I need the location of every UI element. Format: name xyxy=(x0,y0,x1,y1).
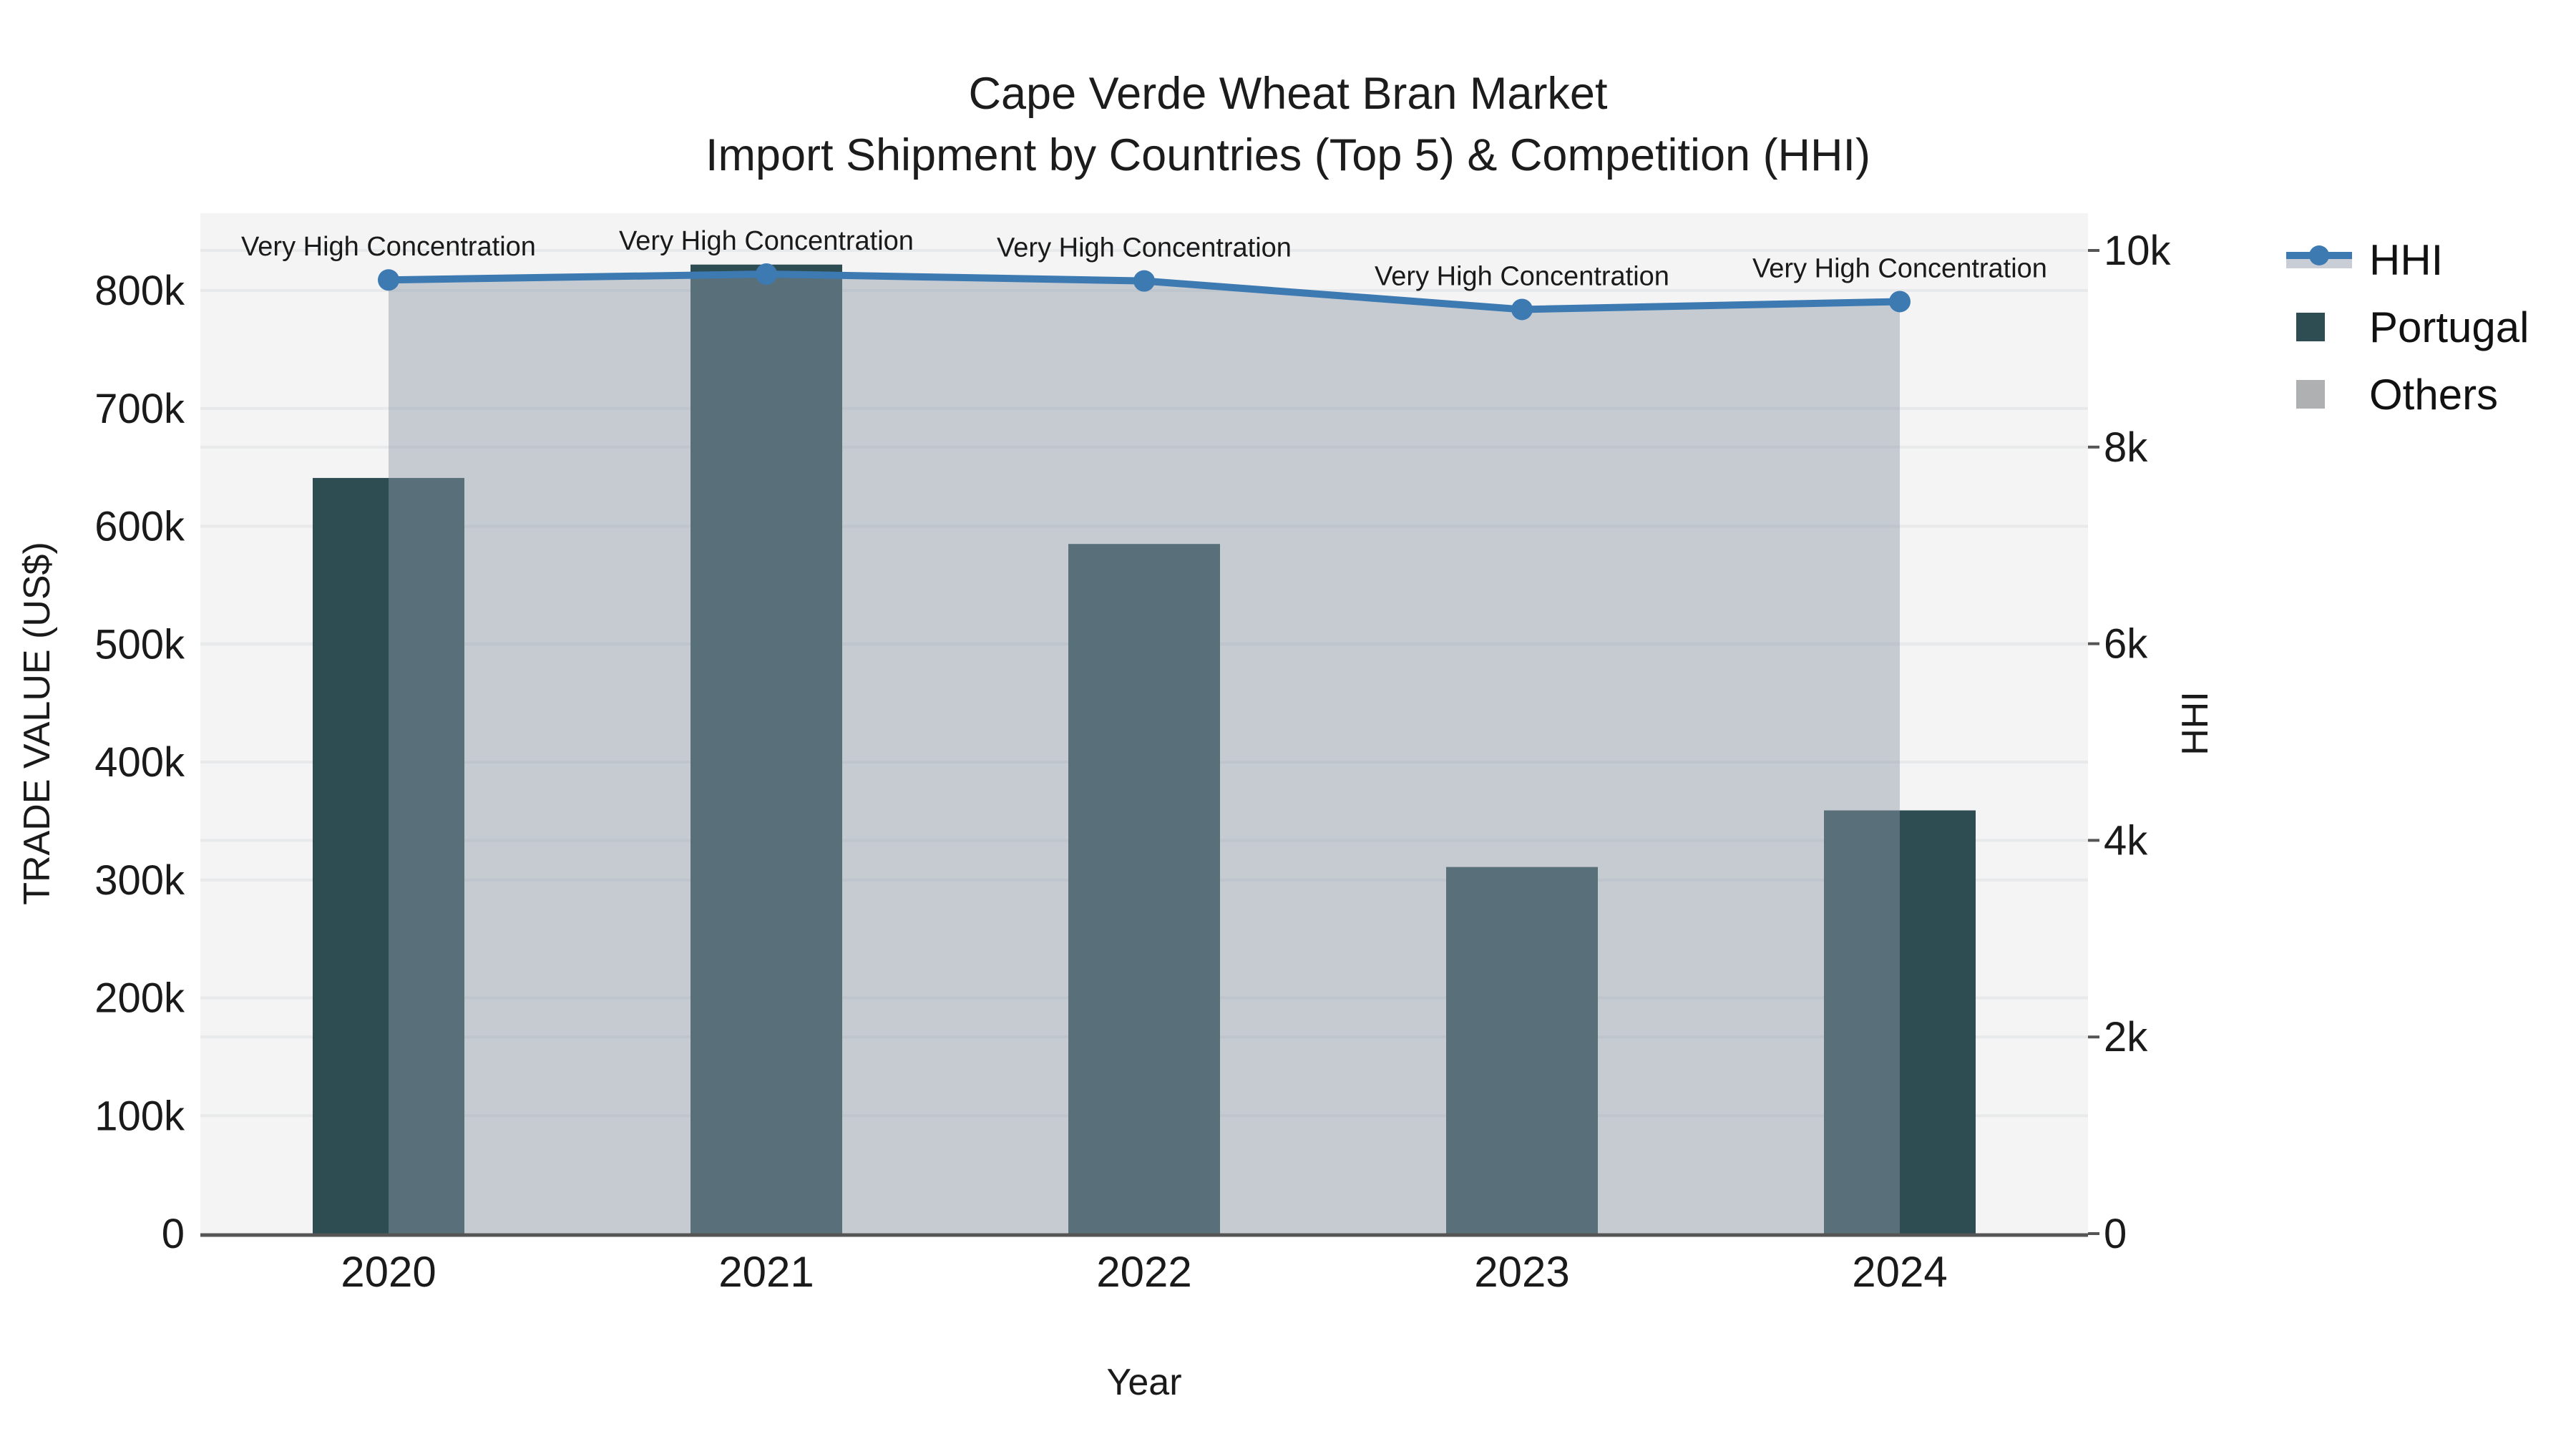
y-left-tick-label: 800k xyxy=(94,268,185,314)
legend-item-portugal[interactable]: Portugal xyxy=(2286,302,2529,352)
x-tick-label-2023: 2023 xyxy=(1474,1248,1569,1296)
y-right-tick-label: 10k xyxy=(2104,228,2172,274)
hhi-line-legend-icon xyxy=(2286,244,2355,275)
y-left-tick-label: 700k xyxy=(94,386,185,432)
bars-portugal xyxy=(313,264,1976,1234)
hhi-area xyxy=(389,273,1900,1234)
annotation-2024: Very High Concentration xyxy=(1752,253,2047,283)
hhi-marker-2024[interactable] xyxy=(1889,291,1911,313)
y-right-tick-label: 2k xyxy=(2104,1014,2148,1060)
annotation-2021: Very High Concentration xyxy=(619,226,914,256)
y-left-tick-label: 100k xyxy=(94,1093,185,1139)
hhi-marker-2023[interactable] xyxy=(1511,298,1533,321)
y-axis-right-title: HHI xyxy=(2175,691,2216,756)
y-axis-left-title: TRADE VALUE (US$) xyxy=(16,542,58,905)
hhi-line-series xyxy=(378,263,1911,321)
bar-portugal-2024[interactable] xyxy=(1824,810,1976,1234)
x-tick-label-2020: 2020 xyxy=(341,1248,436,1296)
annotation-2023: Very High Concentration xyxy=(1375,261,1669,291)
hhi-area-fill xyxy=(389,273,1900,1234)
y-left-tick-label: 300k xyxy=(94,857,185,904)
y-right-tick-label: 6k xyxy=(2104,621,2148,668)
hhi-marker-2021[interactable] xyxy=(756,263,777,285)
legend-item-others[interactable]: Others xyxy=(2286,369,2498,419)
annotation-2022: Very High Concentration xyxy=(997,233,1292,263)
hhi-marker-2020[interactable] xyxy=(378,269,399,291)
y-left-tick-label: 200k xyxy=(94,975,185,1022)
bar-portugal-2022[interactable] xyxy=(1068,544,1220,1234)
axis-lines-and-ticks xyxy=(200,249,2099,1237)
portugal-swatch-icon xyxy=(2286,313,2355,341)
y-left-tick-label: 500k xyxy=(94,621,185,668)
chart-title-line2: Import Shipment by Countries (Top 5) & C… xyxy=(705,130,1871,180)
y-right-tick-label: 4k xyxy=(2104,817,2148,864)
bar-portugal-2020[interactable] xyxy=(313,477,464,1234)
y-left-tick-label: 0 xyxy=(162,1211,185,1257)
annotations: Very High Concentration Very High Concent… xyxy=(241,226,2047,291)
bar-portugal-2023[interactable] xyxy=(1446,867,1598,1234)
bar-portugal-2021[interactable] xyxy=(691,264,842,1234)
tick-labels: 0 100k 200k 300k 400k 500k 600k 700k 800k 0 2k 4k 6k… xyxy=(94,228,2171,1296)
others-swatch-icon xyxy=(2286,380,2355,409)
legend-label-others: Others xyxy=(2369,370,2499,419)
x-tick-label-2022: 2022 xyxy=(1096,1248,1191,1296)
chart-title: Cape Verde Wheat Bran Market Import Ship… xyxy=(0,63,2576,186)
x-tick-label-2021: 2021 xyxy=(718,1248,814,1296)
legend-label-portugal: Portugal xyxy=(2369,303,2529,351)
hhi-marker-2022[interactable] xyxy=(1133,270,1155,292)
y-right-tick-label: 0 xyxy=(2104,1211,2127,1257)
x-axis-title: Year xyxy=(1106,1362,1182,1403)
y-left-tick-label: 400k xyxy=(94,739,185,786)
annotation-2020: Very High Concentration xyxy=(241,232,536,262)
x-tick-label-2024: 2024 xyxy=(1852,1248,1947,1296)
legend-item-hhi[interactable]: HHI xyxy=(2286,235,2443,285)
y-left-tick-label: 600k xyxy=(94,504,185,550)
y-right-tick-label: 8k xyxy=(2104,424,2148,471)
legend-label-hhi: HHI xyxy=(2369,235,2444,284)
chart-title-line1: Cape Verde Wheat Bran Market xyxy=(968,69,1608,119)
